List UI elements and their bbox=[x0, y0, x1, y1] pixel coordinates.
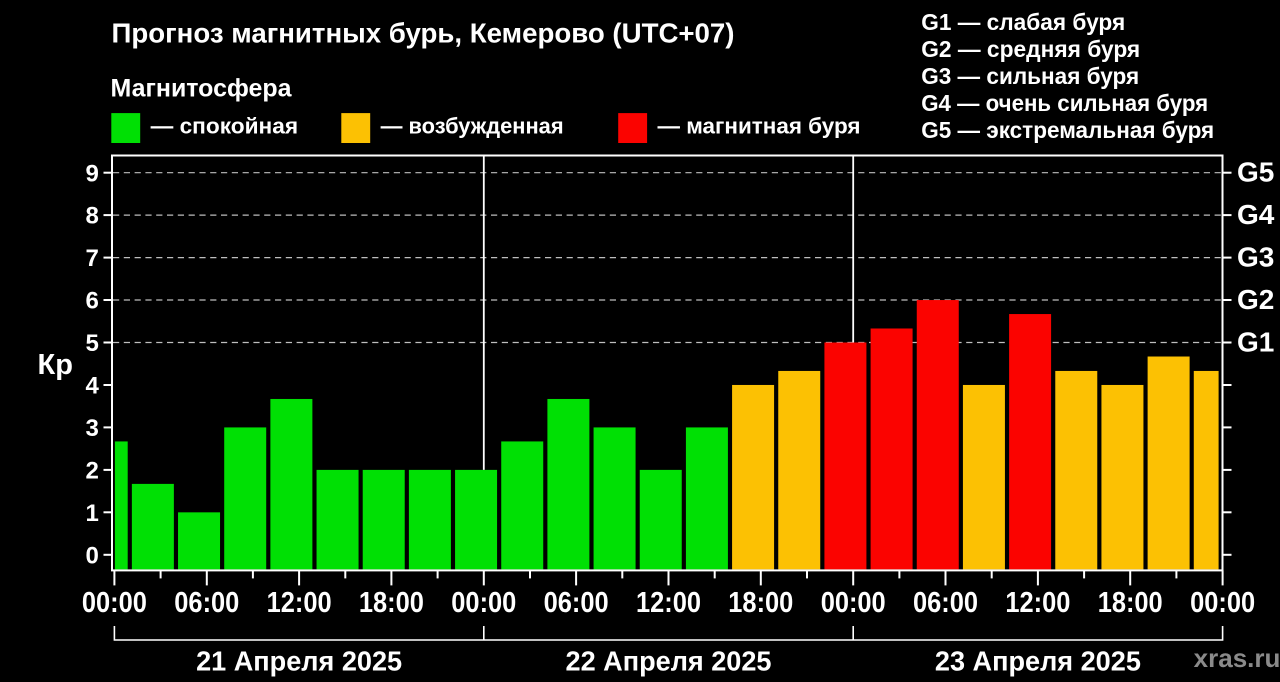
svg-text:06:00: 06:00 bbox=[913, 587, 978, 619]
svg-text:8: 8 bbox=[85, 203, 98, 230]
svg-text:23 Апреля 2025: 23 Апреля 2025 bbox=[935, 646, 1141, 677]
svg-text:G3: G3 bbox=[1237, 242, 1274, 273]
svg-text:G1 — слабая буря: G1 — слабая буря bbox=[921, 9, 1125, 35]
svg-text:G5: G5 bbox=[1237, 157, 1274, 188]
svg-text:9: 9 bbox=[85, 160, 98, 187]
svg-text:5: 5 bbox=[85, 330, 98, 357]
svg-text:— возбужденная: — возбужденная bbox=[381, 114, 564, 139]
svg-text:G5 — экстремальная буря: G5 — экстремальная буря bbox=[921, 117, 1214, 143]
svg-text:7: 7 bbox=[85, 245, 98, 272]
svg-text:12:00: 12:00 bbox=[636, 587, 701, 619]
svg-text:18:00: 18:00 bbox=[1098, 587, 1163, 619]
svg-text:G1: G1 bbox=[1237, 327, 1274, 358]
svg-text:G4 — очень сильная буря: G4 — очень сильная буря bbox=[921, 90, 1208, 116]
svg-text:G2: G2 bbox=[1237, 284, 1274, 315]
svg-text:00:00: 00:00 bbox=[821, 587, 886, 619]
svg-text:18:00: 18:00 bbox=[728, 587, 793, 619]
svg-text:xras.ru: xras.ru bbox=[1194, 643, 1280, 673]
svg-text:6: 6 bbox=[85, 288, 98, 315]
svg-text:3: 3 bbox=[85, 415, 98, 442]
svg-text:2: 2 bbox=[85, 458, 98, 485]
svg-text:22 Апреля 2025: 22 Апреля 2025 bbox=[566, 646, 772, 677]
svg-text:G2 — средняя буря: G2 — средняя буря bbox=[921, 36, 1140, 62]
svg-text:— магнитная буря: — магнитная буря bbox=[658, 114, 861, 139]
svg-text:21 Апреля 2025: 21 Апреля 2025 bbox=[196, 646, 402, 677]
svg-text:1: 1 bbox=[85, 500, 98, 527]
svg-text:0: 0 bbox=[85, 542, 98, 569]
svg-text:4: 4 bbox=[85, 373, 99, 400]
svg-text:G4: G4 bbox=[1237, 199, 1275, 230]
svg-text:Кр: Кр bbox=[38, 349, 73, 381]
svg-text:06:00: 06:00 bbox=[174, 587, 239, 619]
svg-text:Прогноз магнитных бурь, Кемеро: Прогноз магнитных бурь, Кемерово (UTC+07… bbox=[112, 18, 735, 49]
svg-text:18:00: 18:00 bbox=[359, 587, 424, 619]
svg-text:Магнитосфера: Магнитосфера bbox=[111, 75, 293, 103]
svg-text:G3 — сильная буря: G3 — сильная буря bbox=[921, 63, 1139, 89]
svg-text:06:00: 06:00 bbox=[544, 587, 609, 619]
svg-text:— спокойная: — спокойная bbox=[151, 114, 299, 139]
svg-text:12:00: 12:00 bbox=[267, 587, 332, 619]
svg-text:00:00: 00:00 bbox=[451, 587, 516, 619]
svg-text:00:00: 00:00 bbox=[82, 587, 147, 619]
svg-text:00:00: 00:00 bbox=[1190, 587, 1255, 619]
svg-text:12:00: 12:00 bbox=[1005, 587, 1070, 619]
